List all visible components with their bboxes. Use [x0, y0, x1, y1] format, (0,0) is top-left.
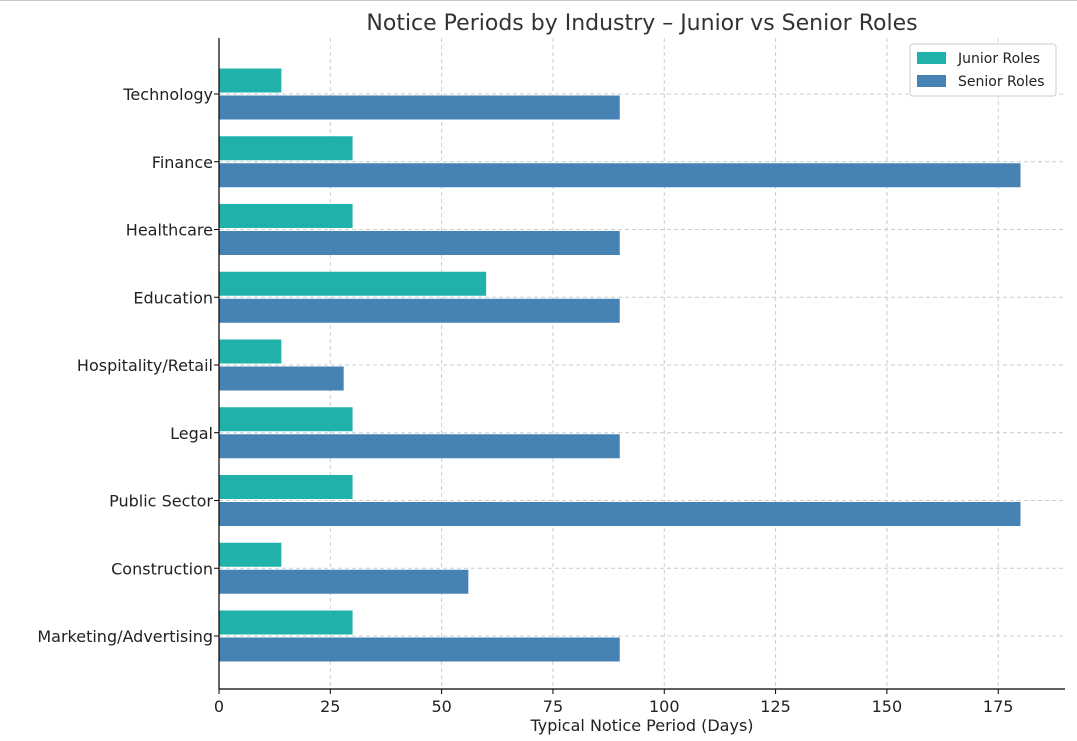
senior-bar-construction — [219, 569, 469, 594]
x-tick-label: 125 — [760, 697, 791, 716]
category-label: Marketing/Advertising — [37, 627, 213, 646]
bars — [219, 68, 1021, 662]
senior-bar-hospitality-retail — [219, 366, 344, 391]
axes — [218, 38, 1065, 690]
junior-bar-healthcare — [219, 204, 353, 228]
junior-bar-technology — [219, 68, 282, 93]
senior-bar-healthcare — [219, 231, 620, 255]
category-label: Education — [133, 288, 213, 307]
x-tick-label: 75 — [543, 697, 563, 716]
x-tick-label: 25 — [320, 697, 340, 716]
junior-bar-finance — [219, 136, 353, 161]
x-tick-label: 175 — [983, 697, 1014, 716]
legend-box — [909, 43, 1057, 97]
x-tick-label: 100 — [649, 697, 680, 716]
senior-bar-legal — [219, 434, 620, 459]
legend-swatch — [917, 75, 946, 87]
category-label: Finance — [152, 153, 213, 172]
category-label: Hospitality/Retail — [77, 356, 213, 375]
junior-bar-marketing-advertising — [219, 610, 353, 635]
category-label: Legal — [170, 424, 213, 443]
x-tick-label: 50 — [431, 697, 451, 716]
x-axis-ticks: 0 25 50 75 100 125 150 175 — [214, 689, 1014, 716]
legend-swatch — [917, 52, 946, 64]
category-label: Construction — [111, 559, 213, 578]
x-tick-label: 0 — [214, 697, 224, 716]
senior-bar-technology — [219, 95, 620, 120]
category-label: Technology — [122, 85, 213, 104]
senior-bar-public-sector — [219, 502, 1021, 526]
x-axis-label: Typical Notice Period (Days) — [529, 716, 753, 735]
junior-bar-hospitality-retail — [219, 339, 282, 364]
legend-label: Junior Roles — [957, 51, 1040, 67]
x-tick-label: 150 — [872, 697, 903, 716]
junior-bar-education — [219, 271, 487, 296]
chart-title: Notice Periods by Industry – Junior vs S… — [366, 11, 917, 36]
category-label: Healthcare — [126, 221, 213, 240]
grid — [218, 38, 1065, 689]
legend-label: Senior Roles — [958, 74, 1045, 90]
junior-bar-legal — [219, 407, 353, 432]
senior-bar-finance — [219, 163, 1021, 188]
window-top-border — [0, 0, 1077, 1]
legend: Junior Roles Senior Roles — [909, 43, 1057, 97]
junior-bar-public-sector — [219, 475, 353, 499]
category-label: Public Sector — [109, 492, 213, 511]
junior-bar-construction — [219, 542, 282, 567]
senior-bar-marketing-advertising — [219, 637, 620, 662]
senior-bar-education — [219, 298, 620, 323]
y-axis-categories: Technology Finance Healthcare Education Hosp… — [37, 85, 219, 646]
